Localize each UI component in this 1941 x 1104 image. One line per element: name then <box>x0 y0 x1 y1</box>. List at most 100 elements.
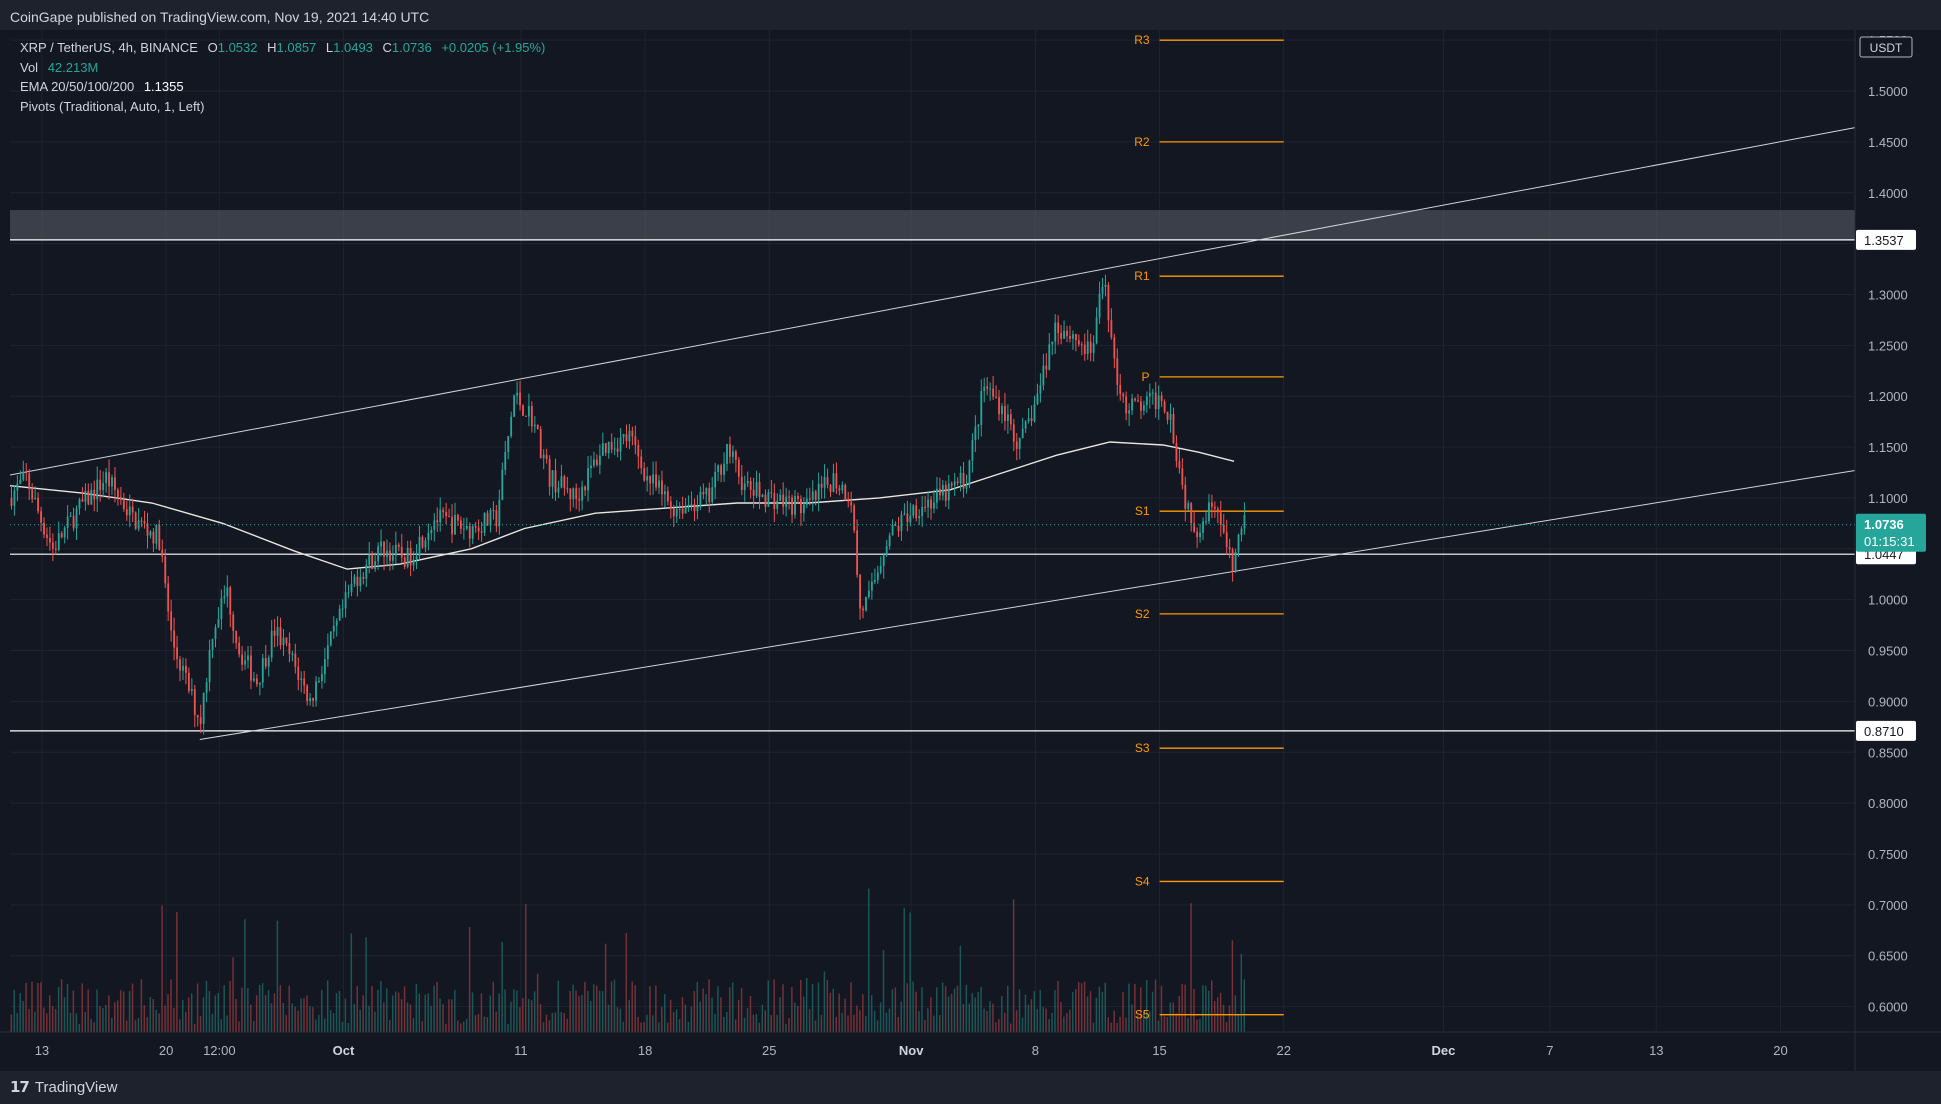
candle-body <box>383 541 385 558</box>
volume-bar <box>149 996 151 1032</box>
candle-body <box>1160 395 1163 402</box>
candle-body <box>702 491 705 495</box>
volume-bar <box>415 983 418 1032</box>
legend-volume-row: Vol 42.213M <box>20 58 545 78</box>
candle-body <box>241 654 244 665</box>
candle-body <box>72 515 75 529</box>
volume-bar <box>199 1016 202 1032</box>
volume-bar <box>998 1019 1000 1032</box>
candle-body <box>1145 396 1148 406</box>
candle-body <box>498 500 501 527</box>
volume-bar <box>1110 1022 1112 1032</box>
ema-line <box>9 441 1235 570</box>
volume-bar <box>187 997 190 1032</box>
volume-bar <box>734 1019 737 1032</box>
candle-body <box>808 498 811 500</box>
time-axis[interactable]: 13 20 12:00 Oct 11 18 25 Nov 8 15 22 Dec 7 13 20 <box>35 1043 1788 1058</box>
volume-bar <box>968 1003 971 1032</box>
candle-body <box>10 497 13 506</box>
volume-bar <box>223 985 225 1032</box>
volume-bar <box>977 991 979 1032</box>
candle-body <box>294 653 297 667</box>
volume-bar <box>1051 1012 1053 1032</box>
volume-bar <box>69 1012 72 1032</box>
candle-body <box>176 647 178 660</box>
candle-body <box>1113 337 1116 359</box>
volume-bar <box>161 905 163 1032</box>
volume-bar <box>347 1022 350 1032</box>
candle-body <box>223 596 226 599</box>
volume-bar <box>344 998 347 1032</box>
candle-body <box>1199 532 1202 538</box>
volume-bar <box>844 998 846 1032</box>
volume-bar <box>619 1008 622 1032</box>
candle-body <box>1107 284 1110 321</box>
candle-body <box>794 496 796 515</box>
footer-bar <box>0 1071 1941 1104</box>
candle-body <box>170 611 173 631</box>
volume-bar <box>202 997 205 1032</box>
candle-body <box>1213 506 1216 509</box>
volume-bar <box>805 977 808 1032</box>
volume-bar <box>950 993 953 1032</box>
candle-body <box>802 504 805 514</box>
candle-body <box>1092 343 1095 353</box>
volume-bar <box>882 950 885 1032</box>
volume-bar <box>409 1004 412 1032</box>
candle-body <box>31 488 34 500</box>
candle-body <box>1072 334 1074 339</box>
volume-bar <box>465 1018 468 1032</box>
volume-bar <box>25 982 27 1032</box>
brand-name: TradingView <box>34 1078 118 1096</box>
candle-body <box>28 473 31 489</box>
candle-body <box>1178 461 1181 469</box>
price-tick-label: 1.2000 <box>1868 389 1908 404</box>
volume-bar <box>16 1013 18 1032</box>
volume-bar <box>389 1020 391 1032</box>
volume-bar <box>1154 979 1157 1032</box>
candle-body <box>909 515 912 523</box>
price-tick-label: 1.1500 <box>1868 440 1908 455</box>
tradingview-brand[interactable]: 𝟭𝟳 TradingView <box>10 1078 118 1097</box>
volume-bar <box>918 1011 920 1032</box>
volume-bar <box>1066 1013 1068 1032</box>
candle-body <box>430 529 433 534</box>
candle-body <box>1098 293 1101 318</box>
candle-body <box>99 479 102 491</box>
volume-bar <box>903 907 905 1032</box>
volume-bar <box>1116 1023 1118 1032</box>
volume-bar <box>371 986 373 1032</box>
volume-bar <box>232 957 234 1032</box>
volume-bar <box>84 1012 86 1032</box>
candle-body <box>182 665 184 671</box>
candle-body <box>974 426 977 441</box>
volume-bar <box>705 994 707 1032</box>
volume-bar <box>965 984 968 1032</box>
candle-body <box>1057 322 1060 334</box>
volume-bar <box>119 990 122 1032</box>
candle-body <box>773 493 776 509</box>
volume-bar <box>862 994 864 1032</box>
volume-bar <box>1205 985 1207 1032</box>
volume-bar <box>1119 1016 1121 1032</box>
volume-bar <box>962 1003 965 1032</box>
candle-body <box>1184 484 1187 509</box>
candle-body <box>232 614 235 631</box>
candle-body <box>1205 521 1207 523</box>
channel-line-lower <box>199 469 1856 741</box>
candle-body <box>1210 502 1213 507</box>
candle-body <box>1234 551 1237 571</box>
horizontal-levels <box>10 239 1855 732</box>
candle-body <box>359 576 362 587</box>
candle-body <box>1187 503 1190 509</box>
low-value: 1.0493 <box>333 40 373 55</box>
volume-bar <box>746 1008 749 1032</box>
volume-bar <box>66 984 69 1032</box>
volume-bar <box>530 1000 533 1032</box>
level-tag-box <box>1856 229 1916 250</box>
volume-bar <box>1157 1020 1160 1032</box>
price-tick-label: 1.4500 <box>1868 135 1908 150</box>
volume-bar <box>125 1020 128 1032</box>
candle-body <box>938 488 941 496</box>
